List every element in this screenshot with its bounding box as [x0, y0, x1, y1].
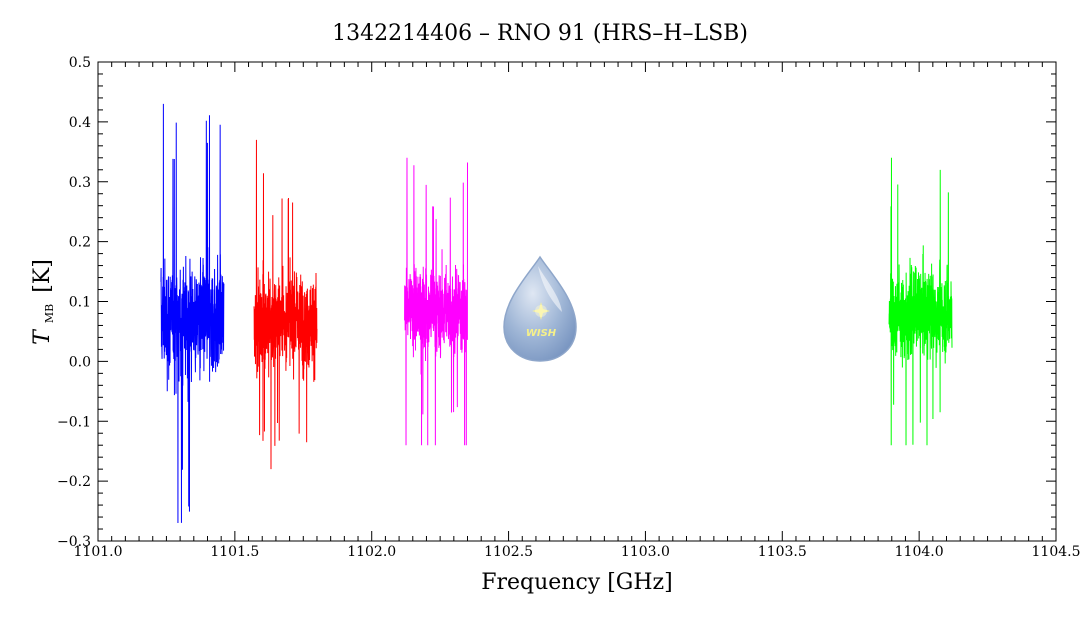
drop-highlight-icon — [538, 266, 562, 312]
wish-logo-text: WISH — [526, 328, 557, 339]
star-glow-icon — [535, 305, 547, 317]
y-axis-label-main: T — [30, 328, 55, 345]
wish-logo: WISH — [503, 255, 577, 362]
spectrum-trace-2 — [253, 139, 318, 470]
x-tick-label: 1102.5 — [484, 544, 533, 560]
x-tick-label: 1103.0 — [621, 544, 670, 560]
spectrum-trace-1 — [160, 103, 225, 524]
star-icon — [532, 302, 550, 320]
svg-text:T MB [K]: T MB [K] — [30, 259, 59, 345]
x-axis-label: Frequency [GHz] — [481, 570, 673, 595]
axis-ticks — [97, 61, 1057, 542]
y-tick-label: 0.1 — [69, 295, 91, 311]
x-tick-label: 1104.0 — [895, 544, 944, 560]
spectrum-trace-3 — [404, 157, 469, 446]
x-tick-label: 1102.0 — [347, 544, 396, 560]
axis-tick-labels: 1101.0 1101.5 1102.0 1102.5 1103.0 1103.5 1104… — [57, 55, 1080, 560]
x-tick-label: 1103.5 — [758, 544, 807, 560]
y-tick-label: −0.1 — [57, 414, 91, 430]
x-tick-label: 1101.5 — [210, 544, 259, 560]
y-tick-label: 0.4 — [69, 115, 91, 131]
y-axis-label: T MB [K] — [30, 259, 59, 345]
x-tick-label: 1101.0 — [74, 544, 123, 560]
y-tick-label: −0.3 — [57, 534, 91, 550]
y-tick-label: 0.2 — [69, 235, 91, 251]
y-tick-label: 0.5 — [69, 55, 91, 71]
y-tick-label: −0.2 — [57, 474, 91, 490]
y-tick-label: 0.0 — [69, 354, 91, 370]
y-axis-label-unit: [K] — [30, 259, 55, 293]
spectrum-trace-4 — [888, 157, 953, 446]
y-axis-label-sub: MB — [43, 304, 56, 323]
chart-title: 1342214406 – RNO 91 (HRS–H–LSB) — [332, 21, 748, 46]
spectrum-series — [160, 103, 953, 524]
x-tick-label: 1104.5 — [1032, 544, 1080, 560]
y-tick-label: 0.3 — [69, 175, 91, 191]
